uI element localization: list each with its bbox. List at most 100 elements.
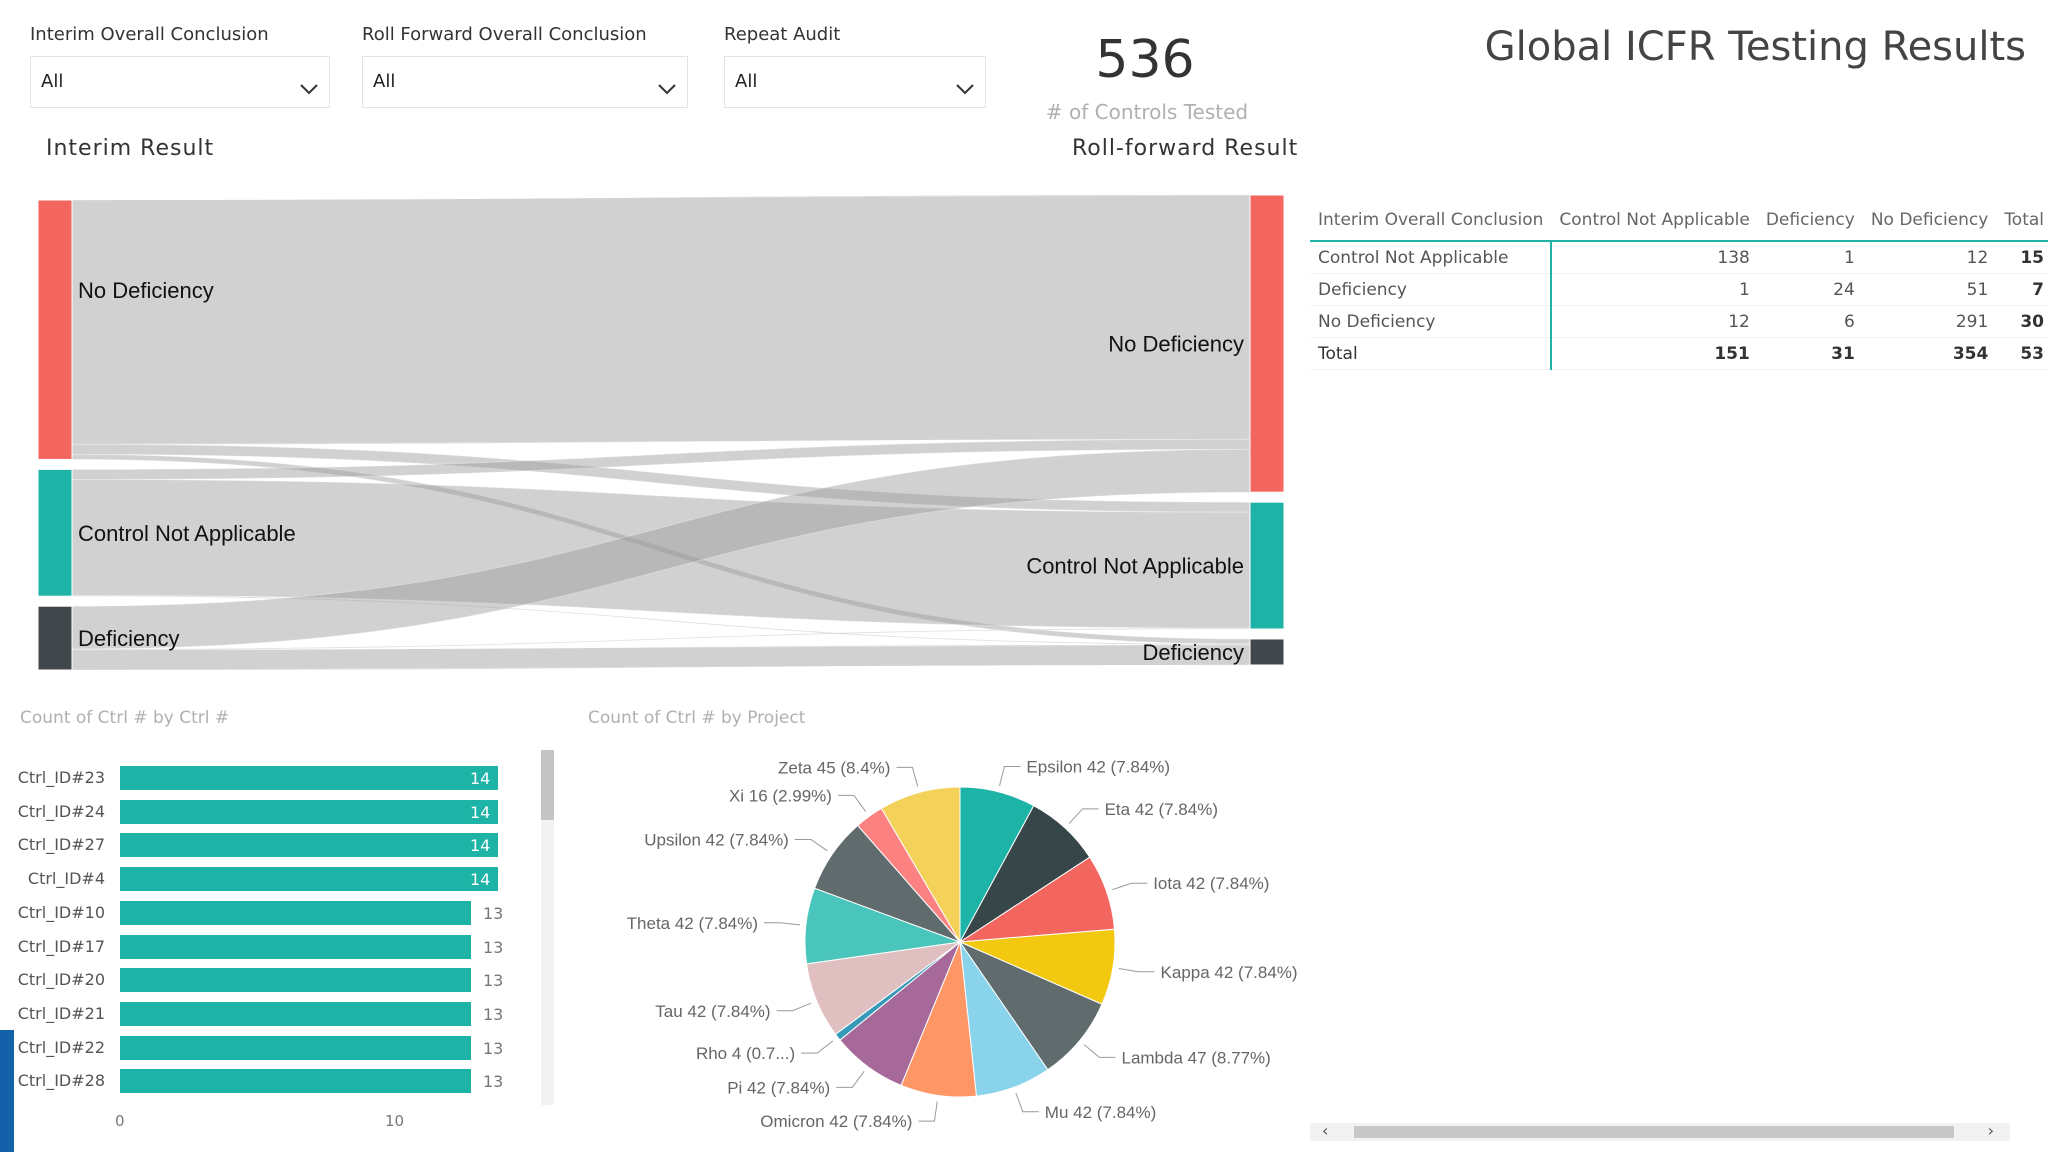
bar-row[interactable]: Ctrl_ID#27 14 — [0, 833, 540, 858]
sankey-right-node[interactable] — [1249, 638, 1285, 666]
matrix-header[interactable]: Total — [2004, 210, 2045, 230]
bar-category-label: Ctrl_ID#28 — [17, 1071, 105, 1091]
bar-category-label: Ctrl_ID#17 — [17, 936, 105, 956]
bar-row[interactable]: Ctrl_ID#4 14 — [0, 867, 540, 892]
filter-interim-conclusion: Interim Overall Conclusion All — [30, 22, 330, 108]
filter-value: All — [373, 71, 396, 92]
bar-row[interactable]: Ctrl_ID#28 13 — [0, 1069, 540, 1094]
pie-slice-label: Kappa 42 (7.84%) — [1161, 963, 1298, 982]
scroll-thumb[interactable] — [541, 750, 554, 820]
bar[interactable] — [120, 900, 471, 925]
bar-category-label: Ctrl_ID#22 — [17, 1037, 105, 1057]
matrix-cell: 138 — [1551, 241, 1758, 274]
matrix-header[interactable]: Deficiency — [1765, 210, 1855, 230]
pie-slice-label: Pi 42 (7.84%) — [727, 1078, 830, 1097]
bar-value-label: 13 — [483, 1038, 504, 1058]
bar[interactable] — [120, 1069, 471, 1094]
sankey-left-node[interactable] — [37, 468, 73, 597]
pie-slice-label: Iota 42 (7.84%) — [1153, 874, 1269, 893]
filter-rollforward-conclusion-dropdown[interactable]: All — [362, 56, 688, 108]
sankey-left-title: Interim Result — [46, 136, 215, 161]
sankey-left-node[interactable] — [37, 605, 73, 671]
bar-category-label: Ctrl_ID#27 — [17, 835, 105, 855]
bar[interactable] — [120, 833, 498, 858]
sankey-right-node[interactable] — [1249, 194, 1285, 493]
results-matrix: Interim Overall Conclusion Control Not A… — [1310, 200, 2048, 370]
pie-chart[interactable]: Epsilon 42 (7.84%) Eta 42 (7.84%) Iota 42 … — [620, 720, 1320, 1150]
scroll-right-icon[interactable]: › — [1987, 1121, 1994, 1140]
filter-label: Interim Overall Conclusion — [30, 24, 269, 45]
bar[interactable] — [120, 934, 471, 959]
bar-row[interactable]: Ctrl_ID#17 13 — [0, 934, 540, 959]
matrix-cell: 151 — [1551, 337, 1758, 370]
bar-value-label: 13 — [483, 1004, 504, 1024]
bar-category-label: Ctrl_ID#10 — [17, 902, 105, 922]
matrix-cell: 1 — [1551, 273, 1758, 306]
sankey-flow[interactable] — [71, 194, 1251, 445]
matrix-cell: 354 — [1862, 337, 1997, 370]
filter-repeat-audit-dropdown[interactable]: All — [724, 56, 986, 108]
bar[interactable] — [120, 799, 498, 824]
scroll-left-icon[interactable]: ‹ — [1322, 1121, 1329, 1140]
filter-rollforward-conclusion: Roll Forward Overall Conclusion All — [362, 22, 688, 108]
bar[interactable] — [120, 1001, 471, 1026]
pie-slice-label: Mu 42 (7.84%) — [1045, 1103, 1157, 1122]
bar-category-label: Ctrl_ID#24 — [17, 801, 105, 821]
sankey-left-node[interactable] — [37, 199, 73, 460]
sankey-left-node-label: Control Not Applicable — [78, 521, 296, 546]
scroll-thumb[interactable] — [1354, 1126, 1954, 1138]
sankey-right-node[interactable] — [1249, 501, 1285, 630]
matrix-horizontal-scrollbar[interactable]: ‹ › — [1310, 1121, 2010, 1141]
page-title: Global ICFR Testing Results — [1484, 24, 2026, 70]
chevron-down-icon — [956, 84, 974, 95]
x-axis-tick: 10 — [385, 1112, 405, 1130]
bar-row[interactable]: Ctrl_ID#20 13 — [0, 968, 540, 993]
matrix-header[interactable]: Interim Overall Conclusion — [1318, 210, 1544, 230]
matrix-row-header: Total — [1310, 337, 1553, 370]
bar[interactable] — [120, 867, 498, 892]
matrix-cell: 6 — [1757, 305, 1863, 338]
bar[interactable] — [120, 1035, 471, 1060]
bar[interactable] — [120, 968, 471, 993]
filter-interim-conclusion-dropdown[interactable]: All — [30, 56, 330, 108]
bar-row[interactable]: Ctrl_ID#21 13 — [0, 1001, 540, 1026]
pie-slice-label: Xi 16 (2.99%) — [729, 786, 832, 805]
pie-slice[interactable] — [880, 786, 961, 944]
bar-row[interactable]: Ctrl_ID#10 13 — [0, 900, 540, 925]
sankey-chart[interactable]: No Deficiency Control Not Applicable Defic… — [0, 180, 1300, 680]
matrix-row-header: No Deficiency — [1310, 305, 1553, 338]
bar-value-label: 14 — [470, 836, 491, 856]
matrix-cell: 1 — [1757, 241, 1863, 274]
matrix-cell: 30 — [1996, 305, 2048, 338]
bar-category-label: Ctrl_ID#4 — [27, 869, 105, 889]
bar-value-label: 14 — [470, 769, 491, 788]
matrix-header[interactable]: No Deficiency — [1870, 210, 1989, 230]
pie-slice-label: Lambda 47 (8.77%) — [1121, 1048, 1270, 1067]
pie-leader-line — [918, 1101, 938, 1122]
sankey-flow[interactable] — [71, 644, 1251, 671]
pie-slice[interactable] — [958, 940, 1103, 1071]
bar-row[interactable]: Ctrl_ID#22 13 — [0, 1035, 540, 1060]
sankey-left-node-label: Deficiency — [78, 626, 179, 651]
bar-category-label: Ctrl_ID#21 — [17, 1003, 105, 1023]
bar[interactable] — [120, 766, 498, 790]
pie-leader-line — [801, 1040, 834, 1054]
bar-value-label: 13 — [483, 1072, 504, 1092]
bar-row[interactable]: Ctrl_ID#23 14 — [0, 766, 540, 790]
pie-leader-line — [836, 1071, 865, 1088]
bar-category-label: Ctrl_ID#20 — [17, 970, 105, 990]
pie-slice-label: Eta 42 (7.84%) — [1105, 800, 1218, 819]
matrix-cell: 15 — [1996, 241, 2048, 274]
x-axis-tick: 0 — [115, 1112, 125, 1130]
bar-value-label: 13 — [483, 937, 504, 957]
pie-leader-line — [837, 794, 867, 812]
matrix-row-header: Control Not Applicable — [1310, 241, 1553, 274]
sankey-right-node-label: Deficiency — [1143, 640, 1244, 665]
matrix-cell: 7 — [1996, 273, 2048, 306]
matrix-header[interactable]: Control Not Applicable — [1559, 210, 1750, 230]
matrix-row: Deficiency 1 24 51 7 — [1310, 273, 2048, 306]
bar-chart-scrollbar[interactable] — [541, 750, 554, 1105]
chevron-down-icon — [300, 84, 318, 95]
decorative-corner — [0, 1030, 14, 1152]
bar-row[interactable]: Ctrl_ID#24 14 — [0, 799, 540, 824]
